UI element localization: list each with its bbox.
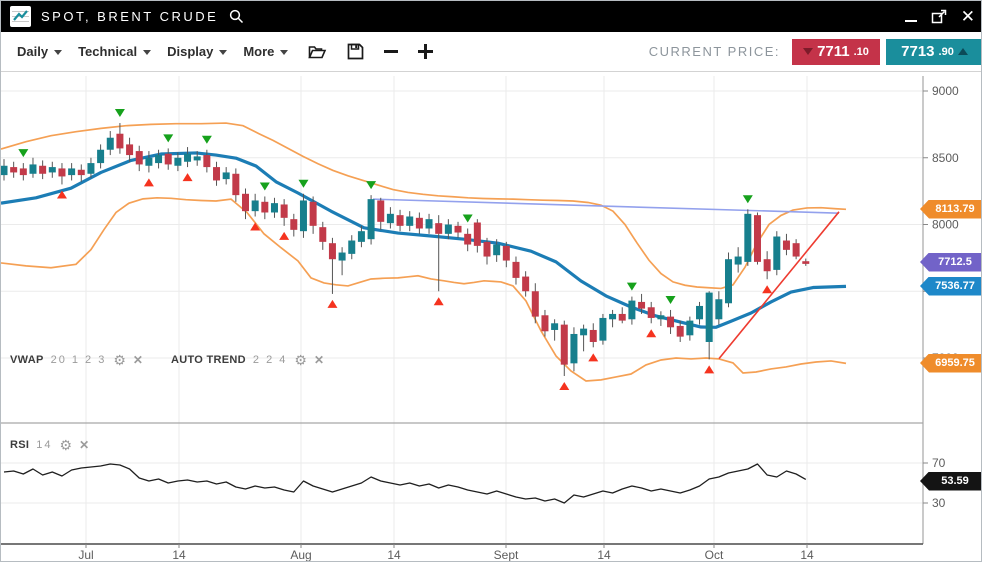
auto-trend-label: AUTO TREND	[170, 354, 246, 366]
svg-text:14: 14	[387, 548, 401, 562]
svg-text:Sept: Sept	[494, 548, 519, 562]
chevron-down-icon	[280, 50, 289, 55]
price-up-arrow-icon	[957, 48, 968, 55]
zoom-in-button[interactable]	[418, 44, 434, 59]
menu-more[interactable]: More	[243, 44, 289, 59]
toolbar: Daily Technical Display More	[1, 32, 981, 72]
svg-text:Oct: Oct	[705, 548, 724, 562]
auto-trend-remove-icon[interactable]: ✕	[313, 353, 324, 367]
rsi-label: RSI	[10, 439, 30, 451]
svg-text:70: 70	[932, 456, 946, 470]
vwap-settings-gear-icon[interactable]: ⚙	[113, 352, 126, 368]
title-bar: SPOT, BRENT CRUDE ✕	[1, 1, 981, 32]
minimize-button[interactable]	[904, 12, 917, 22]
app-logo-icon	[10, 6, 31, 27]
last-close-price-badge: 7712.5	[920, 252, 981, 272]
vwap-remove-icon[interactable]: ✕	[132, 353, 143, 367]
menu-technical[interactable]: Technical	[78, 44, 152, 59]
open-folder-icon[interactable]	[308, 44, 327, 60]
vwap-price-badge: 7536.77	[920, 276, 981, 296]
lower-band-price-badge: 6959.75	[920, 353, 981, 373]
window-title: SPOT, BRENT CRUDE	[41, 9, 219, 24]
menu-display-label: Display	[167, 44, 214, 59]
ask-price-int: 7713	[901, 43, 935, 60]
main-pane-legend: VWAP 20 1 2 3 ⚙ ✕ AUTO TREND 2 2 4 ⚙ ✕	[10, 353, 324, 367]
popout-button[interactable]	[931, 9, 947, 24]
rsi-pane-legend: RSI 14 ⚙ ✕	[10, 438, 89, 452]
chevron-down-icon	[219, 50, 228, 55]
menu-technical-label: Technical	[78, 44, 138, 59]
save-icon[interactable]	[347, 43, 364, 60]
bid-price-dec: .10	[853, 45, 869, 58]
price-down-arrow-icon	[803, 48, 814, 55]
zoom-out-button[interactable]	[384, 50, 399, 53]
vwap-label: VWAP	[10, 354, 44, 366]
auto-trend-params: 2 2 4	[252, 354, 288, 366]
current-price-label: CURRENT PRICE:	[648, 44, 780, 59]
ask-price-dec: .90	[938, 45, 954, 58]
ask-price-badge: 7713.90	[886, 38, 981, 65]
svg-text:8000: 8000	[932, 218, 959, 232]
bid-price-int: 7711	[817, 43, 850, 60]
close-button[interactable]: ✕	[960, 7, 975, 26]
svg-text:14: 14	[172, 548, 186, 562]
svg-text:Jul: Jul	[78, 548, 93, 562]
menu-daily-label: Daily	[17, 44, 49, 59]
menu-display[interactable]: Display	[167, 44, 228, 59]
bid-price-badge: 7711.10	[792, 38, 880, 65]
svg-text:30: 30	[932, 496, 946, 510]
auto-trend-settings-gear-icon[interactable]: ⚙	[294, 352, 307, 368]
chevron-down-icon	[54, 50, 63, 55]
upper-band-price-badge: 8113.79	[920, 199, 981, 219]
menu-more-label: More	[243, 44, 275, 59]
svg-text:Aug: Aug	[290, 548, 311, 562]
rsi-value-badge: 53.59	[920, 471, 981, 491]
chevron-down-icon	[143, 50, 152, 55]
menu-daily[interactable]: Daily	[17, 44, 63, 59]
svg-text:14: 14	[597, 548, 611, 562]
rsi-params: 14	[36, 439, 53, 451]
svg-text:8500: 8500	[932, 151, 959, 165]
vwap-params: 20 1 2 3	[50, 354, 107, 366]
search-icon[interactable]	[228, 8, 245, 25]
rsi-remove-icon[interactable]: ✕	[79, 438, 90, 452]
svg-text:14: 14	[800, 548, 814, 562]
svg-text:9000: 9000	[932, 84, 959, 98]
rsi-settings-gear-icon[interactable]: ⚙	[59, 437, 73, 453]
